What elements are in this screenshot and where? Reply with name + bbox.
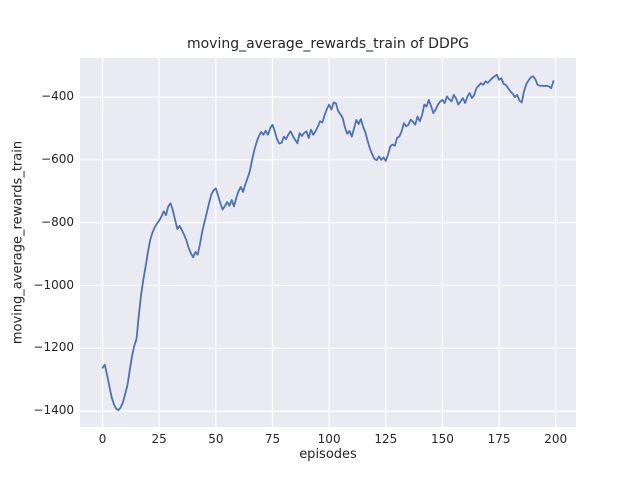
x-tick-label: 0 bbox=[98, 432, 107, 446]
y-tick-label: −800 bbox=[41, 214, 74, 229]
y-tick-label: −600 bbox=[41, 151, 74, 166]
y-tick-label: −1000 bbox=[33, 277, 74, 292]
x-tick-label: 100 bbox=[317, 432, 341, 446]
x-tick-label: 25 bbox=[151, 432, 167, 446]
chart-title: moving_average_rewards_train of DDPG bbox=[186, 36, 470, 52]
x-axis-label: episodes bbox=[299, 447, 357, 462]
y-tick-label: −400 bbox=[41, 89, 74, 104]
axes-background bbox=[80, 58, 576, 427]
y-tick-label: −1200 bbox=[33, 340, 74, 355]
y-tick-label: −1400 bbox=[33, 403, 74, 418]
data-line-moving_average_rewards_train bbox=[101, 73, 555, 412]
x-tick-label: 50 bbox=[208, 432, 224, 446]
x-tick-label: 75 bbox=[264, 432, 281, 446]
x-tick-label: 125 bbox=[374, 432, 398, 446]
x-tick-label: 175 bbox=[487, 432, 511, 446]
x-tick-label: 200 bbox=[544, 432, 568, 446]
x-tick-label: 150 bbox=[430, 432, 454, 446]
